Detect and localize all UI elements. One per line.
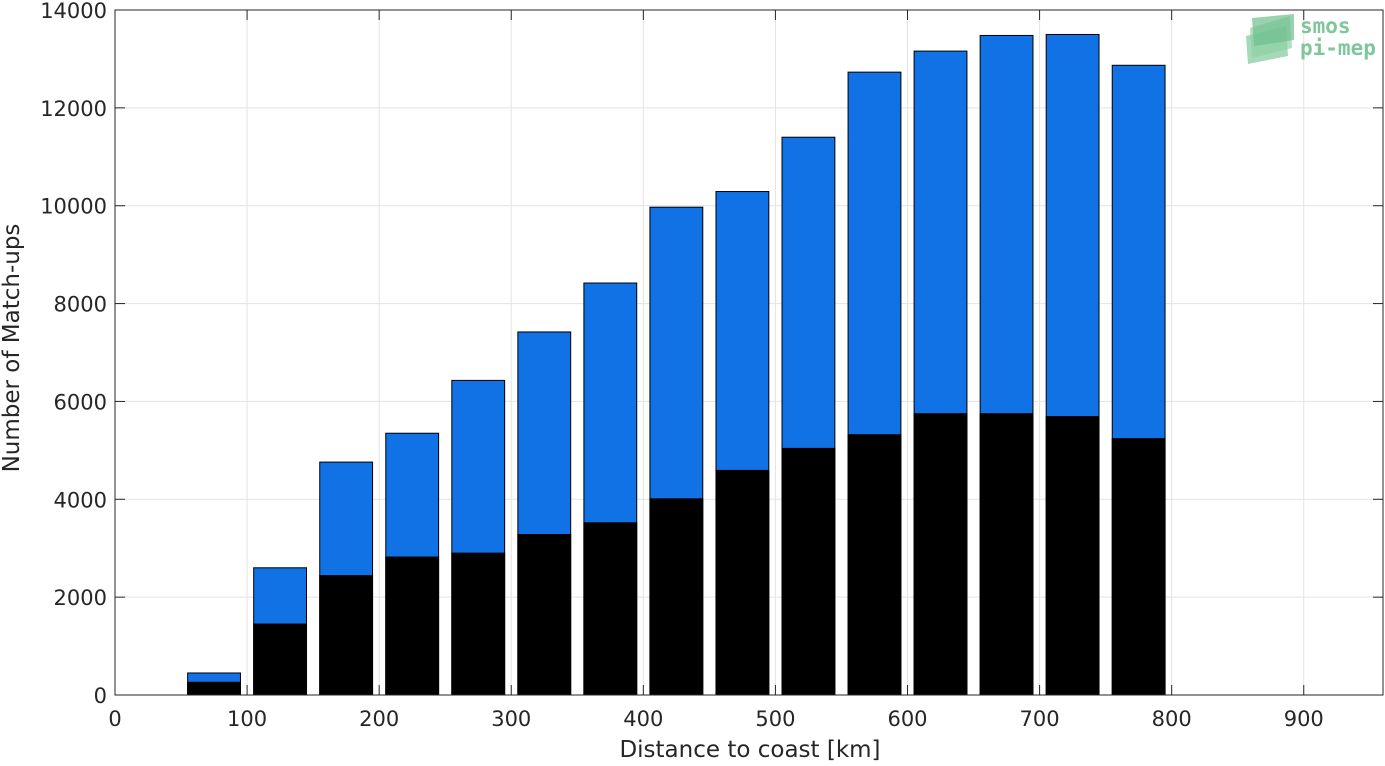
x-tick-label: 900 [1284,707,1324,731]
logo-line-1: smos [1300,14,1351,38]
x-tick-label: 400 [623,707,663,731]
bar-series-2 [1045,416,1100,696]
x-tick-label: 200 [359,707,399,731]
x-axis-label: Distance to coast [km] [619,737,880,762]
x-tick-label: 600 [887,707,927,731]
bar-series-2 [187,681,241,696]
x-tick-label: 100 [227,707,267,731]
y-tick-label: 10000 [40,195,107,219]
bar-series-2 [979,413,1034,696]
x-tick-label: 800 [1152,707,1192,731]
y-tick-label: 0 [94,684,107,708]
logo: smos pi-mep [1246,14,1376,64]
bar-series-2 [847,434,902,696]
bar-series-2 [583,522,638,696]
bar-series-2 [319,575,374,696]
x-tick-label: 500 [755,707,795,731]
bar-series-2 [781,447,836,696]
bar-series-2 [385,556,440,696]
y-tick-label: 4000 [54,488,107,512]
logo-line-2: pi-mep [1300,36,1376,60]
bar-series-2 [451,552,506,696]
bars [187,33,1166,696]
y-tick-label: 8000 [54,293,107,317]
bar-series-2 [715,469,770,696]
y-tick-label: 14000 [40,0,107,23]
y-tick-label: 6000 [54,390,107,414]
axes [114,9,1384,696]
bar-series-2 [649,498,704,696]
logo-waves-icon [1246,14,1294,64]
x-tick-label: 700 [1020,707,1060,731]
y-tick-label: 2000 [54,586,107,610]
y-axis-label: Number of Match-ups [0,224,25,473]
bar-series-2 [253,623,308,696]
axes-box [114,9,1384,696]
y-tick-label: 12000 [40,97,107,121]
bar-series-2 [517,534,572,696]
tick-labels: 0 100 200 300 400 500 600 700 800 900 0 2000 4000 600… [40,0,1324,731]
bar-series-2 [1111,438,1166,696]
x-tick-label: 0 [108,707,121,731]
x-tick-label: 300 [491,707,531,731]
bar-series-2 [913,413,968,696]
